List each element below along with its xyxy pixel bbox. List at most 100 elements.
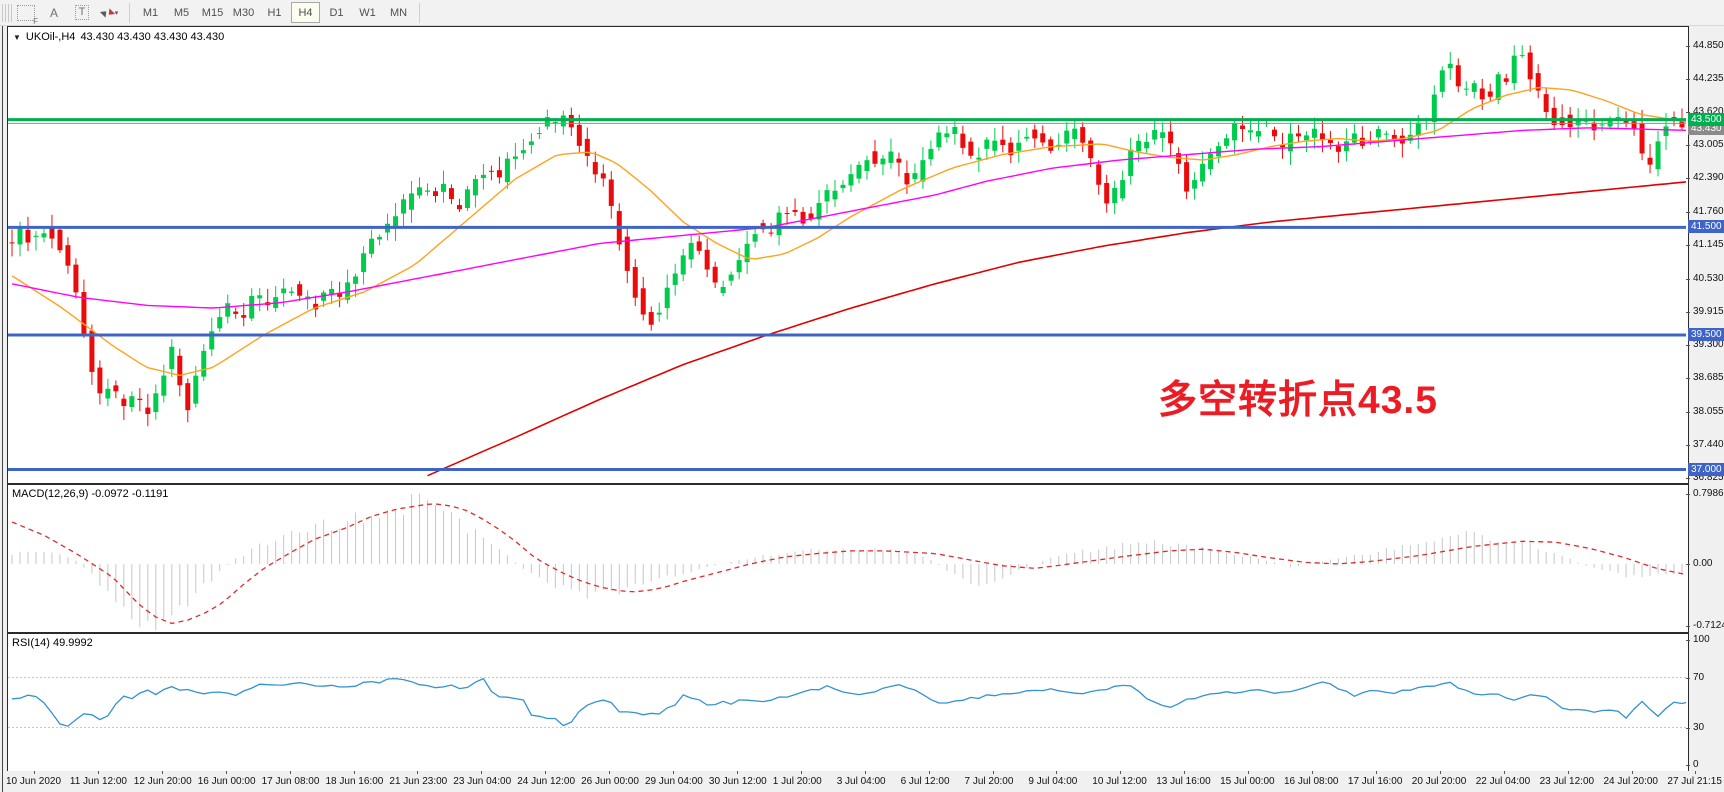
macd-panel[interactable]: MACD(12,26,9) -0.0972 -0.1191 <box>7 484 1689 633</box>
drawing-toolbar: A T ▾ <box>12 1 124 26</box>
chart-dropdown-icon[interactable]: ▼ <box>13 32 21 42</box>
arrows-dropdown-icon[interactable]: ▾ <box>114 9 119 17</box>
time-axis-tick <box>800 771 802 774</box>
text-box-icon: T <box>74 5 90 20</box>
timeframe-button-mn[interactable]: MN <box>389 6 408 19</box>
chart-title-row: ▼ UKOil-,H4 43.430 43.430 43.430 43.430 <box>13 31 224 43</box>
time-axis-tick <box>1503 771 1505 774</box>
price-axis-label: 41.760 <box>1686 206 1724 218</box>
time-axis-tick <box>545 771 547 774</box>
time-axis-label: 24 Jul 20:00 <box>1603 776 1659 787</box>
timeframe-button-m1[interactable]: M1 <box>142 6 159 19</box>
rsi-panel[interactable]: RSI(14) 49.9992 <box>7 633 1689 773</box>
price-badge-37.000: 37.000 <box>1688 462 1724 476</box>
rsi-axis-label: 100 <box>1686 634 1710 645</box>
time-axis-label: 16 Jul 08:00 <box>1284 776 1339 787</box>
rsi-axis-label: 30 <box>1685 721 1705 733</box>
price-axis-label: 39.300 <box>1686 338 1724 350</box>
time-axis-label: 9 Jul 04:00 <box>1028 776 1078 787</box>
rsi-label: RSI(14) 49.9992 <box>12 637 93 649</box>
time-axis-label: 29 Jun 04:00 <box>645 776 703 787</box>
price-axis[interactable]: 44.85044.23543.62043.00542.39041.76041.1… <box>1686 26 1724 483</box>
time-axis-label: 23 Jun 04:00 <box>453 776 512 787</box>
time-axis-tick <box>161 771 163 774</box>
price-chart-panel[interactable]: ▼ UKOil-,H4 43.430 43.430 43.430 43.430 … <box>7 26 1689 484</box>
chart-window: ▼ UKOil-,H4 43.430 43.430 43.430 43.430 … <box>2 26 1724 792</box>
time-axis-tick <box>1184 771 1186 774</box>
macd-label: MACD(12,26,9) -0.0972 -0.1191 <box>12 488 169 500</box>
price-badge-41.500: 41.500 <box>1688 220 1724 234</box>
time-axis-tick <box>1375 771 1377 774</box>
price-axis-label: 40.530 <box>1686 272 1724 284</box>
text-box-icon[interactable]: T <box>69 1 95 24</box>
chart-ohlc-values: 43.430 43.430 43.430 43.430 <box>80 31 225 43</box>
time-axis-tick <box>1631 771 1633 774</box>
macd-axis-label: 0.00 <box>1685 558 1713 569</box>
macd-axis-label: 0.7986 <box>1686 488 1724 500</box>
time-axis-tick <box>353 771 355 774</box>
price-axis-label: 38.055 <box>1686 405 1724 417</box>
macd-axis-label: -0.7124 <box>1686 620 1724 631</box>
time-axis-label: 21 Jun 23:00 <box>389 776 448 787</box>
time-axis-label: 1 Jul 20:00 <box>772 776 822 787</box>
candlestick-chart[interactable] <box>8 27 1686 481</box>
crosshair-grid-f-icon[interactable] <box>13 1 39 26</box>
time-axis-label: 30 Jun 12:00 <box>708 776 767 787</box>
time-axis-tick <box>1695 771 1697 774</box>
time-axis-label: 12 Jun 20:00 <box>133 776 192 787</box>
macd-axis[interactable]: 0.7986 0.00 -0.7124 <box>1685 484 1724 631</box>
time-axis-tick <box>1120 771 1122 774</box>
time-axis-label: 6 Jul 12:00 <box>900 776 950 787</box>
time-axis-label: 16 Jun 00:00 <box>197 776 256 787</box>
time-axis-tick <box>225 771 227 774</box>
time-axis-label: 23 Jul 12:00 <box>1539 776 1595 787</box>
time-axis-label: 10 Jul 12:00 <box>1092 776 1147 787</box>
toolbar-grip[interactable] <box>2 3 12 22</box>
time-axis-label: 22 Jul 04:00 <box>1475 776 1531 787</box>
time-axis-label: 18 Jun 16:00 <box>325 776 384 787</box>
toolbar-separator <box>129 2 130 23</box>
timeframe-button-m30[interactable]: M30 <box>232 6 255 19</box>
price-axis-label: 38.685 <box>1686 371 1724 383</box>
time-axis-label: 24 Jun 12:00 <box>517 776 576 787</box>
time-axis-label: 10 Jun 2020 <box>6 776 62 787</box>
time-axis-label: 15 Jul 00:00 <box>1220 776 1275 787</box>
rsi-axis-label: 70 <box>1685 671 1705 683</box>
time-axis-tick <box>417 771 419 774</box>
price-axis-label: 44.235 <box>1686 73 1724 85</box>
rsi-axis[interactable]: 100 70 30 0 <box>1685 633 1724 771</box>
time-axis-tick <box>34 771 35 774</box>
macd-chart[interactable] <box>8 485 1686 630</box>
text-label-icon[interactable]: A <box>49 5 58 20</box>
price-axis-label: 37.440 <box>1686 438 1724 450</box>
timeframe-button-m15[interactable]: M15 <box>201 6 224 19</box>
price-badge-39.500: 39.500 <box>1688 327 1724 341</box>
time-axis[interactable]: 10 Jun 2020 11 Jun 12:00 12 Jun 20:00 16 Ju… <box>3 771 1724 792</box>
time-axis-tick <box>1056 771 1058 774</box>
time-axis-label: 27 Jul 21:15 <box>1667 776 1722 787</box>
time-axis-label: 3 Jul 04:00 <box>836 776 886 787</box>
timeframe-button-h1[interactable]: H1 <box>267 6 282 19</box>
timeframe-button-h4[interactable]: H4 <box>291 2 320 23</box>
timeframe-button-w1[interactable]: W1 <box>359 6 376 19</box>
rsi-axis-label: 0 <box>1686 759 1699 770</box>
time-axis-label: 7 Jul 20:00 <box>964 776 1014 787</box>
price-badge-43.430: 43.430 <box>1688 122 1724 136</box>
chart-text-annotation[interactable]: 多空转折点43.5 <box>1158 379 1438 422</box>
rsi-chart[interactable] <box>8 634 1686 770</box>
timeframe-button-d1[interactable]: D1 <box>329 6 344 19</box>
time-axis-tick <box>97 771 99 774</box>
price-badge-43.500: 43.500 <box>1688 112 1724 126</box>
time-axis-label: 13 Jul 16:00 <box>1156 776 1211 787</box>
timeframe-button-m5[interactable]: M5 <box>173 6 190 19</box>
time-axis-label: 11 Jun 12:00 <box>69 776 127 787</box>
time-axis-tick <box>1248 771 1250 774</box>
time-axis-tick <box>609 771 611 774</box>
time-axis-label: 17 Jun 08:00 <box>261 776 320 787</box>
top-toolbar: A T ▾ M1 M5 M15 M30 H1 H4 D1 W1 MN <box>0 0 1724 26</box>
arrows-icon[interactable]: ▾ <box>97 1 123 24</box>
time-axis-label: 17 Jul 16:00 <box>1347 776 1403 787</box>
toolbar-separator-2 <box>419 2 420 23</box>
timeframe-toolbar: M1 M5 M15 M30 H1 H4 D1 W1 MN <box>135 2 414 23</box>
